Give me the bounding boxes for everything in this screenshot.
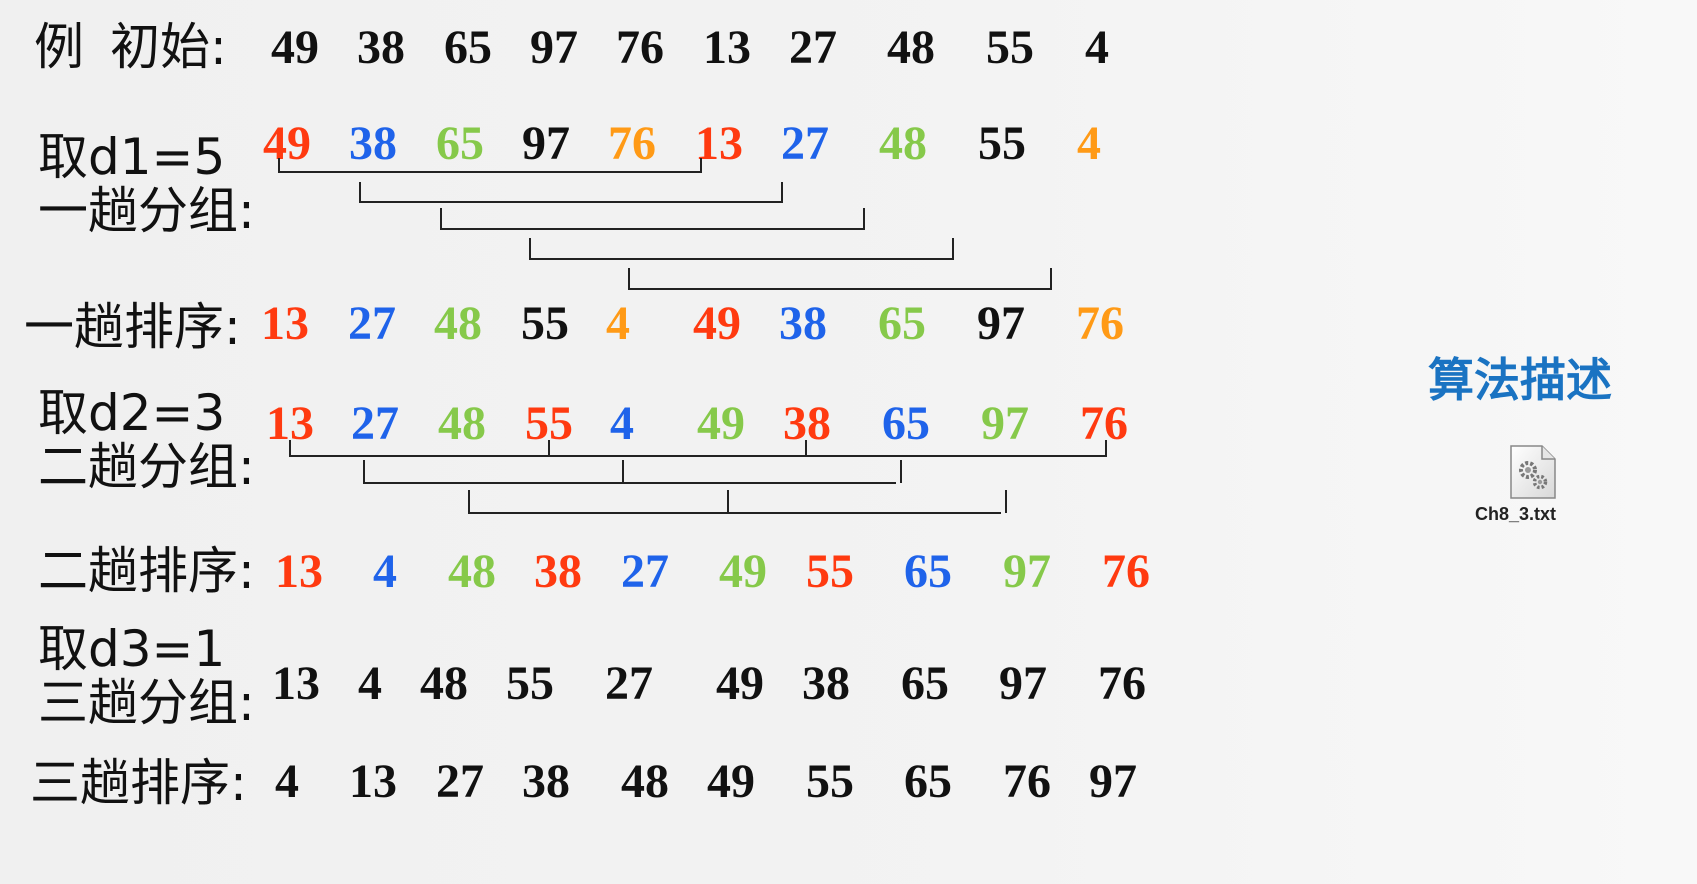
pass2-sort-number: 48	[448, 545, 496, 598]
pass1-sort-number: 4	[606, 297, 630, 350]
pass2-group-bracket-1	[289, 440, 1107, 457]
pass2-grouping-number: 97	[981, 397, 1029, 450]
pass1-grouping-number: 27	[781, 117, 829, 170]
initial-number: 49	[271, 21, 319, 74]
pass1-sort-label: 一趟排序:	[24, 298, 241, 356]
initial-number: 13	[703, 21, 751, 74]
pass2-grouping-number: 76	[1080, 397, 1128, 450]
pass3-grouping-number: 27	[605, 657, 653, 710]
pass3-grouping-number: 55	[506, 657, 554, 710]
algorithm-description-link[interactable]: 算法描述	[1428, 353, 1612, 407]
pass1-sort-number: 27	[348, 297, 396, 350]
pass1-grouping-number: 55	[978, 117, 1026, 170]
pass3-sort-number: 13	[349, 755, 397, 808]
pass1-sort-number: 97	[977, 297, 1025, 350]
pass2-grouping-number: 49	[697, 397, 745, 450]
pass3-sort-number: 27	[436, 755, 484, 808]
pass3-sort-number: 76	[1003, 755, 1051, 808]
pass1-group-bracket-2	[359, 182, 783, 203]
pass1-grouping-number: 49	[263, 117, 311, 170]
pass3-grouping-number: 97	[999, 657, 1047, 710]
pass3-grouping-number: 48	[420, 657, 468, 710]
pass1-grouping-number: 65	[436, 117, 484, 170]
pass3-sort-number: 49	[707, 755, 755, 808]
pass2-grouping-label: 二趟分组:	[38, 438, 255, 496]
pass1-group-bracket-5	[628, 268, 1052, 290]
initial-number: 76	[616, 21, 664, 74]
pass3-grouping-number: 49	[716, 657, 764, 710]
initial-number: 48	[887, 21, 935, 74]
pass1-sort-number: 13	[261, 297, 309, 350]
pass1-sort-number: 49	[693, 297, 741, 350]
pass1-group-bracket-3	[440, 208, 865, 230]
d2-label: 取d2=3	[38, 384, 226, 442]
d1-label: 取d1=5	[38, 128, 226, 186]
pass3-grouping-label: 三趟分组:	[38, 674, 255, 732]
pass1-sort-number: 65	[878, 297, 926, 350]
pass2-grouping-number: 13	[266, 397, 314, 450]
initial-number: 27	[789, 21, 837, 74]
pass2-sort-number: 4	[373, 545, 397, 598]
pass1-grouping-number: 48	[879, 117, 927, 170]
pass2-group-bracket-3	[468, 490, 1007, 514]
pass2-grouping-number: 65	[882, 397, 930, 450]
pass3-grouping-number: 76	[1098, 657, 1146, 710]
pass2-grouping-number: 27	[351, 397, 399, 450]
pass1-grouping-number: 38	[349, 117, 397, 170]
pass1-sort-number: 55	[521, 297, 569, 350]
pass2-grouping-number: 48	[438, 397, 486, 450]
pass1-sort-number: 48	[434, 297, 482, 350]
initial-number: 97	[530, 21, 578, 74]
pass2-sort-number: 49	[719, 545, 767, 598]
pass1-grouping-number: 4	[1077, 117, 1101, 170]
pass1-grouping-label: 一趟分组:	[38, 182, 255, 240]
pass1-sort-number: 76	[1076, 297, 1124, 350]
pass2-sort-number: 55	[806, 545, 854, 598]
example-label: 例	[34, 18, 84, 76]
pass2-grouping-number: 38	[783, 397, 831, 450]
pass3-sort-label: 三趟排序:	[30, 754, 247, 812]
pass3-sort-number: 97	[1089, 755, 1137, 808]
pass2-group-bracket-2	[363, 460, 902, 484]
pass3-sort-number: 65	[904, 755, 952, 808]
pass1-grouping-number: 97	[522, 117, 570, 170]
pass3-grouping-number: 38	[802, 657, 850, 710]
pass1-group-bracket-1	[278, 158, 702, 173]
initial-label: 初始:	[110, 18, 227, 76]
pass2-sort-number: 76	[1102, 545, 1150, 598]
pass2-grouping-number: 55	[525, 397, 573, 450]
pass2-sort-number: 65	[904, 545, 952, 598]
pass3-sort-number: 55	[806, 755, 854, 808]
pass1-grouping-number: 13	[695, 117, 743, 170]
pass1-sort-number: 38	[779, 297, 827, 350]
pass2-sort-number: 27	[621, 545, 669, 598]
pass2-sort-number: 38	[534, 545, 582, 598]
gear-document-icon[interactable]	[1508, 444, 1558, 504]
pass2-sort-label: 二趟排序:	[38, 542, 255, 600]
pass3-sort-number: 48	[621, 755, 669, 808]
pass1-grouping-number: 76	[608, 117, 656, 170]
pass3-grouping-number: 13	[272, 657, 320, 710]
pass3-grouping-number: 4	[358, 657, 382, 710]
pass2-sort-number: 97	[1003, 545, 1051, 598]
initial-number: 65	[444, 21, 492, 74]
pass1-group-bracket-4	[529, 238, 954, 260]
initial-number: 38	[357, 21, 405, 74]
pass2-grouping-number: 4	[610, 397, 634, 450]
d3-label: 取d3=1	[38, 620, 226, 678]
pass3-grouping-number: 65	[901, 657, 949, 710]
file-name-label[interactable]: Ch8_3.txt	[1475, 504, 1557, 524]
pass3-sort-number: 38	[522, 755, 570, 808]
initial-number: 4	[1085, 21, 1109, 74]
pass3-sort-number: 4	[275, 755, 299, 808]
initial-number: 55	[986, 21, 1034, 74]
pass2-sort-number: 13	[275, 545, 323, 598]
